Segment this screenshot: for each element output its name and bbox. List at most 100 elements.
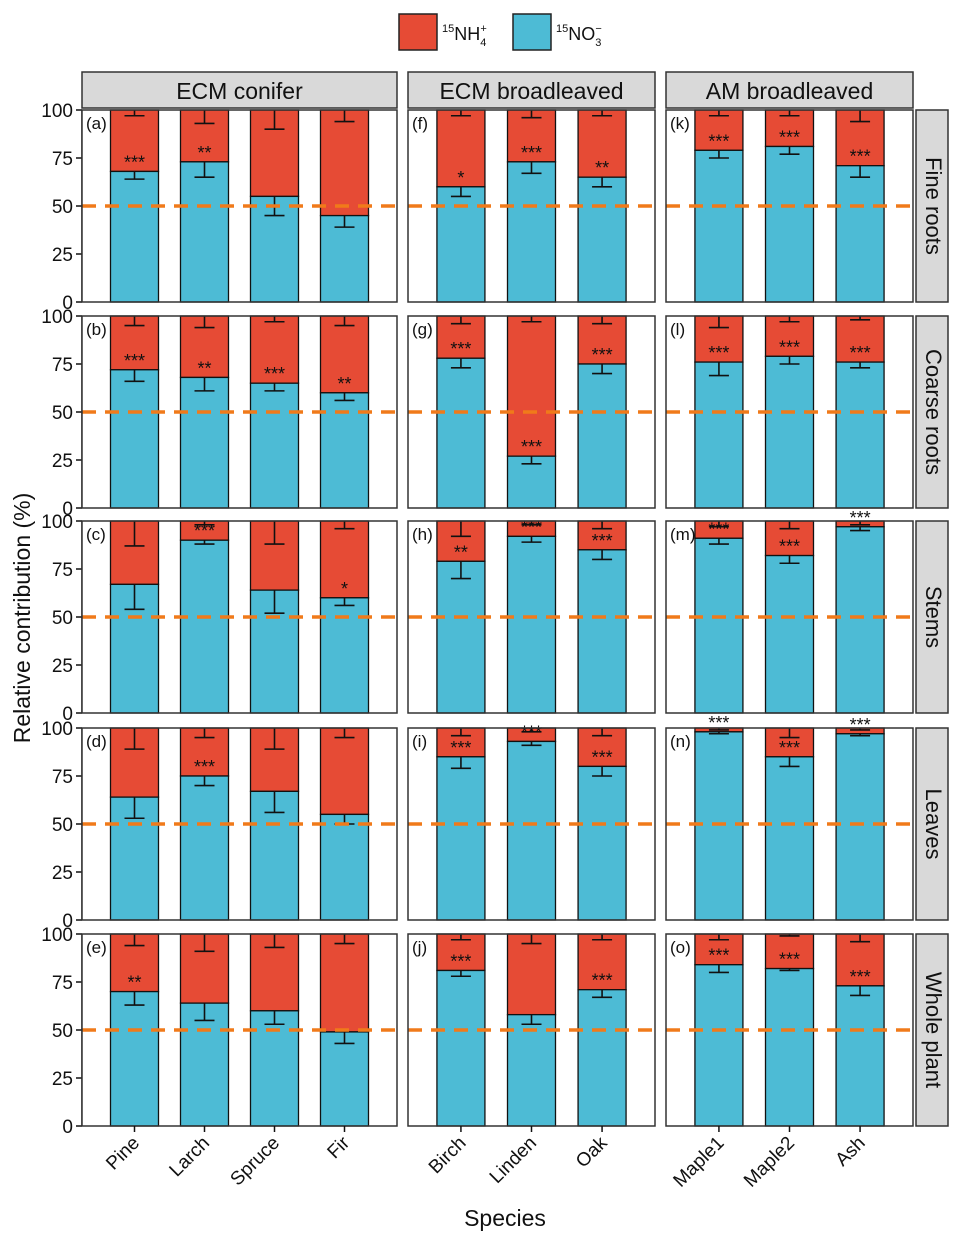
panel-label: (i) xyxy=(412,732,427,751)
bar-no3 xyxy=(179,1002,230,1127)
significance-label: *** xyxy=(779,738,800,758)
panel-border xyxy=(665,315,914,509)
y-tick-label: 0 xyxy=(62,704,73,725)
significance-label: *** xyxy=(194,521,215,541)
panel-border xyxy=(407,109,656,303)
significance-label: *** xyxy=(708,131,729,151)
bar-nh4 xyxy=(764,933,815,970)
bar-no3 xyxy=(109,170,160,303)
legend-swatch-no3 xyxy=(512,13,552,51)
y-tick-label: 0 xyxy=(62,911,73,932)
significance-label: ** xyxy=(197,358,211,378)
bar-no3 xyxy=(179,775,230,921)
panel-border xyxy=(81,315,398,509)
x-category-label: Maple1 xyxy=(670,1133,729,1192)
significance-label: *** xyxy=(450,339,471,359)
row-strip-label: Stems xyxy=(921,586,946,648)
panel-label: (f) xyxy=(412,114,428,133)
y-tick-label: 100 xyxy=(41,925,73,946)
y-tick-label: 25 xyxy=(52,1069,73,1090)
panel-label: (d) xyxy=(86,732,107,751)
y-tick-label: 50 xyxy=(52,403,73,424)
panel-label: (k) xyxy=(670,114,690,133)
column-strip xyxy=(81,71,398,109)
panel-label: (n) xyxy=(670,732,691,751)
y-tick-label: 75 xyxy=(52,973,73,994)
y-tick-label: 25 xyxy=(52,656,73,677)
significance-label: *** xyxy=(592,531,613,551)
panel-border xyxy=(665,109,914,303)
bar-nh4 xyxy=(319,933,370,1033)
panel-label: (b) xyxy=(86,320,107,339)
bar-no3 xyxy=(319,392,370,509)
bar-no3 xyxy=(694,361,744,509)
y-tick-label: 100 xyxy=(41,719,73,740)
bar-no3 xyxy=(436,186,486,303)
y-tick-label: 0 xyxy=(62,293,73,314)
bar-no3 xyxy=(577,549,627,714)
significance-label: ** xyxy=(454,542,468,562)
y-tick-label: 25 xyxy=(52,863,73,884)
bar-nh4 xyxy=(506,933,557,1016)
significance-label: *** xyxy=(450,738,471,758)
legend-label-no3: 15NO3− xyxy=(556,23,602,49)
panel-label: (l) xyxy=(670,320,685,339)
bar-nh4 xyxy=(436,520,486,562)
y-tick-label: 50 xyxy=(52,608,73,629)
significance-label: *** xyxy=(592,971,613,991)
significance-label: *** xyxy=(450,951,471,971)
row-strip-label: Leaves xyxy=(921,789,946,860)
bar-nh4 xyxy=(577,933,627,991)
bar-nh4 xyxy=(835,315,885,363)
bar-no3 xyxy=(319,1031,370,1127)
y-tick-label: 50 xyxy=(52,815,73,836)
row-strip xyxy=(915,727,949,921)
y-tick-label: 0 xyxy=(62,499,73,520)
bar-no3 xyxy=(109,369,160,509)
bar-no3 xyxy=(249,1010,300,1127)
bar-no3 xyxy=(577,765,627,921)
x-category-label: Linden xyxy=(486,1133,541,1188)
bar-no3 xyxy=(506,535,557,714)
row-strip-label: Fine roots xyxy=(921,157,946,255)
significance-label: *** xyxy=(850,147,871,167)
bar-no3 xyxy=(436,357,486,509)
y-tick-label: 25 xyxy=(52,451,73,472)
bar-no3 xyxy=(179,376,230,509)
bar-nh4 xyxy=(577,109,627,178)
bar-no3 xyxy=(835,361,885,509)
panel-label: (o) xyxy=(670,938,691,957)
bar-nh4 xyxy=(436,109,486,188)
column-strip-label: AM broadleaved xyxy=(706,78,874,104)
significance-label: *** xyxy=(194,757,215,777)
panel-border xyxy=(81,520,398,714)
bar-no3 xyxy=(764,967,815,1127)
significance-label: *** xyxy=(521,722,542,742)
bar-nh4 xyxy=(319,727,370,816)
significance-label: *** xyxy=(521,437,542,457)
bar-nh4 xyxy=(319,109,370,217)
row-strip-label: Whole plant xyxy=(921,972,946,1088)
bar-no3 xyxy=(835,165,885,303)
significance-label: *** xyxy=(708,713,729,733)
bar-nh4 xyxy=(319,520,370,599)
bar-no3 xyxy=(319,214,370,303)
significance-label: *** xyxy=(592,345,613,365)
significance-label: ** xyxy=(337,374,351,394)
significance-label: *** xyxy=(779,127,800,147)
x-category-label: Fir xyxy=(324,1132,355,1163)
row-strip xyxy=(915,315,949,509)
bar-no3 xyxy=(835,526,885,714)
y-tick-label: 100 xyxy=(41,512,73,533)
significance-label: *** xyxy=(850,715,871,735)
bar-no3 xyxy=(436,969,486,1127)
row-strip xyxy=(915,933,949,1127)
panel-label: (c) xyxy=(86,525,106,544)
y-axis-title: Relative contribution (%) xyxy=(9,493,35,744)
bar-nh4 xyxy=(835,933,885,987)
panel-border xyxy=(407,520,656,714)
bar-no3 xyxy=(764,355,815,509)
y-tick-label: 50 xyxy=(52,197,73,218)
column-strip xyxy=(407,71,656,109)
